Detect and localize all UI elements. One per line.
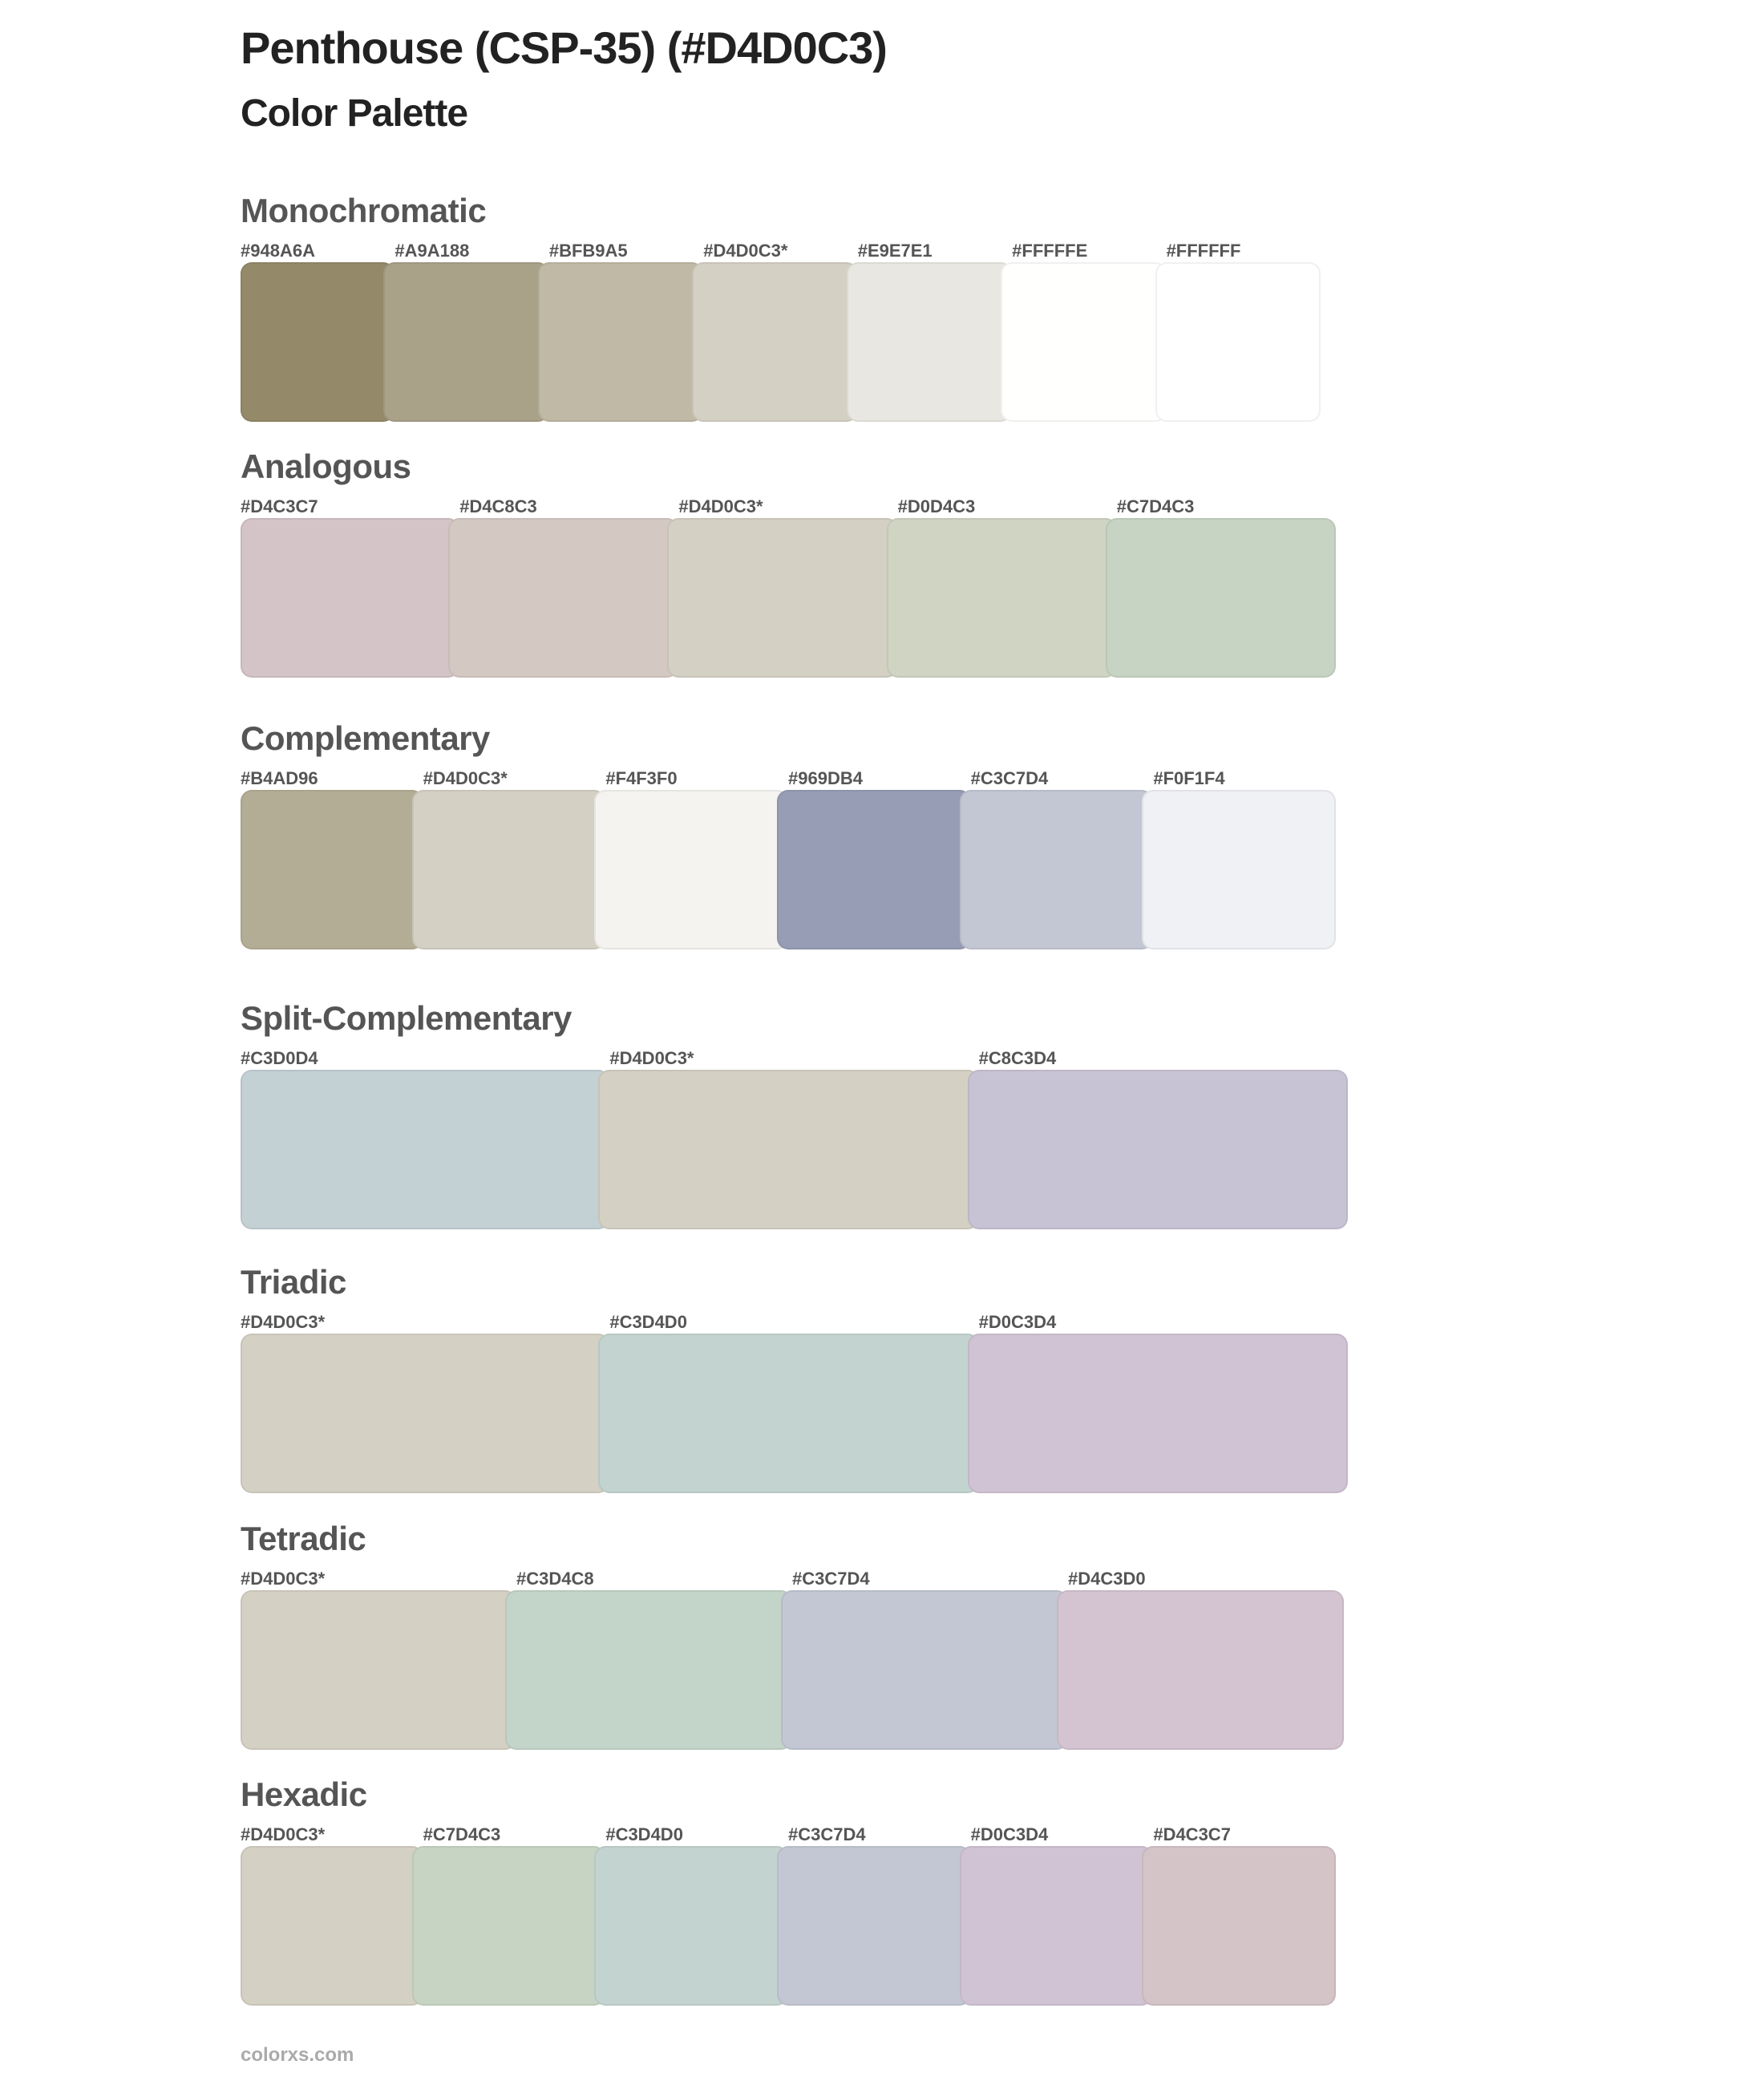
color-swatch[interactable] (967, 1334, 1348, 1493)
swatch-row (241, 1334, 1348, 1493)
hex-label[interactable]: #C3C7D4 (792, 1569, 870, 1589)
hex-label[interactable]: #F0F1F4 (1153, 768, 1225, 788)
color-swatch[interactable] (598, 1070, 979, 1229)
page-title: Penthouse (CSP-35) (#D4D0C3) (241, 22, 888, 73)
color-swatch[interactable] (505, 1590, 792, 1750)
color-swatch[interactable] (598, 1334, 979, 1493)
color-swatch[interactable] (959, 790, 1154, 949)
color-swatch[interactable] (241, 790, 423, 949)
swatch-row (241, 790, 1336, 949)
swatch-row (241, 518, 1336, 678)
color-swatch[interactable] (1057, 1590, 1344, 1750)
color-swatch[interactable] (241, 262, 395, 422)
swatch-row (241, 262, 1321, 422)
color-swatch[interactable] (886, 518, 1117, 678)
hex-label[interactable]: #D4C3C7 (1153, 1824, 1231, 1844)
hex-label[interactable]: #C8C3D4 (978, 1048, 1057, 1068)
section-heading: Monochromatic (241, 192, 487, 229)
hex-label[interactable]: #D4C3C7 (241, 496, 318, 516)
hex-label[interactable]: #D0D4C3 (897, 496, 976, 516)
color-swatch[interactable] (241, 1334, 610, 1493)
section-heading: Tetradic (241, 1520, 366, 1557)
hex-label[interactable]: #D4C8C3 (459, 496, 537, 516)
hex-label[interactable]: #C3D4D0 (605, 1824, 683, 1844)
hex-label[interactable]: #D4C3D0 (1068, 1569, 1146, 1589)
color-swatch[interactable] (1142, 1846, 1336, 2006)
color-swatch[interactable] (667, 518, 898, 678)
hex-label[interactable]: #D0C3D4 (978, 1312, 1057, 1332)
hex-label[interactable]: #BFB9A5 (548, 241, 628, 261)
section-heading: Hexadic (241, 1775, 367, 1813)
color-swatch[interactable] (959, 1846, 1154, 2006)
hex-label[interactable]: #FFFFFF (1166, 241, 1241, 261)
color-swatch[interactable] (448, 518, 679, 678)
color-swatch[interactable] (1001, 262, 1167, 422)
footer-site-link[interactable]: colorxs.com (241, 2044, 354, 2066)
hex-label[interactable]: #C7D4C3 (1116, 496, 1195, 516)
section-heading: Analogous (241, 447, 411, 485)
color-swatch[interactable] (411, 1846, 606, 2006)
swatch-row (241, 1070, 1348, 1229)
color-swatch[interactable] (967, 1070, 1348, 1229)
hex-label[interactable]: #FFFFFE (1012, 241, 1088, 261)
hex-label[interactable]: #D4D0C3* (609, 1048, 694, 1068)
hex-label[interactable]: #D4D0C3* (241, 1569, 326, 1589)
color-swatch[interactable] (241, 1590, 516, 1750)
color-swatch[interactable] (241, 518, 460, 678)
hex-label[interactable]: #F4F3F0 (605, 768, 678, 788)
section-heading: Triadic (241, 1263, 346, 1301)
hex-label[interactable]: #969DB4 (788, 768, 863, 788)
color-swatch[interactable] (1155, 262, 1321, 422)
hex-label[interactable]: #C3D0D4 (241, 1048, 318, 1068)
hex-label[interactable]: #E9E7E1 (857, 241, 933, 261)
section-heading: Split-Complementary (241, 999, 572, 1037)
color-swatch[interactable] (777, 1846, 971, 2006)
hex-label[interactable]: #D4D0C3* (241, 1312, 326, 1332)
swatch-row (241, 1846, 1336, 2006)
color-swatch[interactable] (1142, 790, 1336, 949)
color-swatch[interactable] (1105, 518, 1336, 678)
color-swatch[interactable] (692, 262, 858, 422)
hex-label[interactable]: #A9A188 (394, 241, 470, 261)
hex-label[interactable]: #D4D0C3* (703, 241, 788, 261)
swatch-row (241, 1590, 1344, 1750)
color-swatch[interactable] (241, 1846, 423, 2006)
color-swatch[interactable] (537, 262, 704, 422)
color-swatch[interactable] (594, 790, 788, 949)
hex-label[interactable]: #B4AD96 (241, 768, 318, 788)
color-swatch[interactable] (383, 262, 549, 422)
hex-label[interactable]: #D0C3D4 (970, 1824, 1049, 1844)
hex-label[interactable]: #948A6A (241, 241, 315, 261)
hex-label[interactable]: #D4D0C3* (423, 768, 508, 788)
color-swatch[interactable] (846, 262, 1013, 422)
color-swatch[interactable] (241, 1070, 610, 1229)
color-swatch[interactable] (777, 790, 971, 949)
hex-label[interactable]: #C3C7D4 (970, 768, 1049, 788)
hex-label[interactable]: #C7D4C3 (423, 1824, 501, 1844)
section-heading: Complementary (241, 719, 490, 757)
page-subtitle: Color Palette (241, 92, 468, 135)
hex-label[interactable]: #D4D0C3* (678, 496, 763, 516)
hex-label[interactable]: #C3D4C8 (516, 1569, 594, 1589)
color-swatch[interactable] (594, 1846, 788, 2006)
hex-label[interactable]: #C3C7D4 (788, 1824, 866, 1844)
hex-label[interactable]: #C3D4D0 (609, 1312, 687, 1332)
color-swatch[interactable] (781, 1590, 1068, 1750)
color-swatch[interactable] (411, 790, 606, 949)
hex-label[interactable]: #D4D0C3* (241, 1824, 326, 1844)
